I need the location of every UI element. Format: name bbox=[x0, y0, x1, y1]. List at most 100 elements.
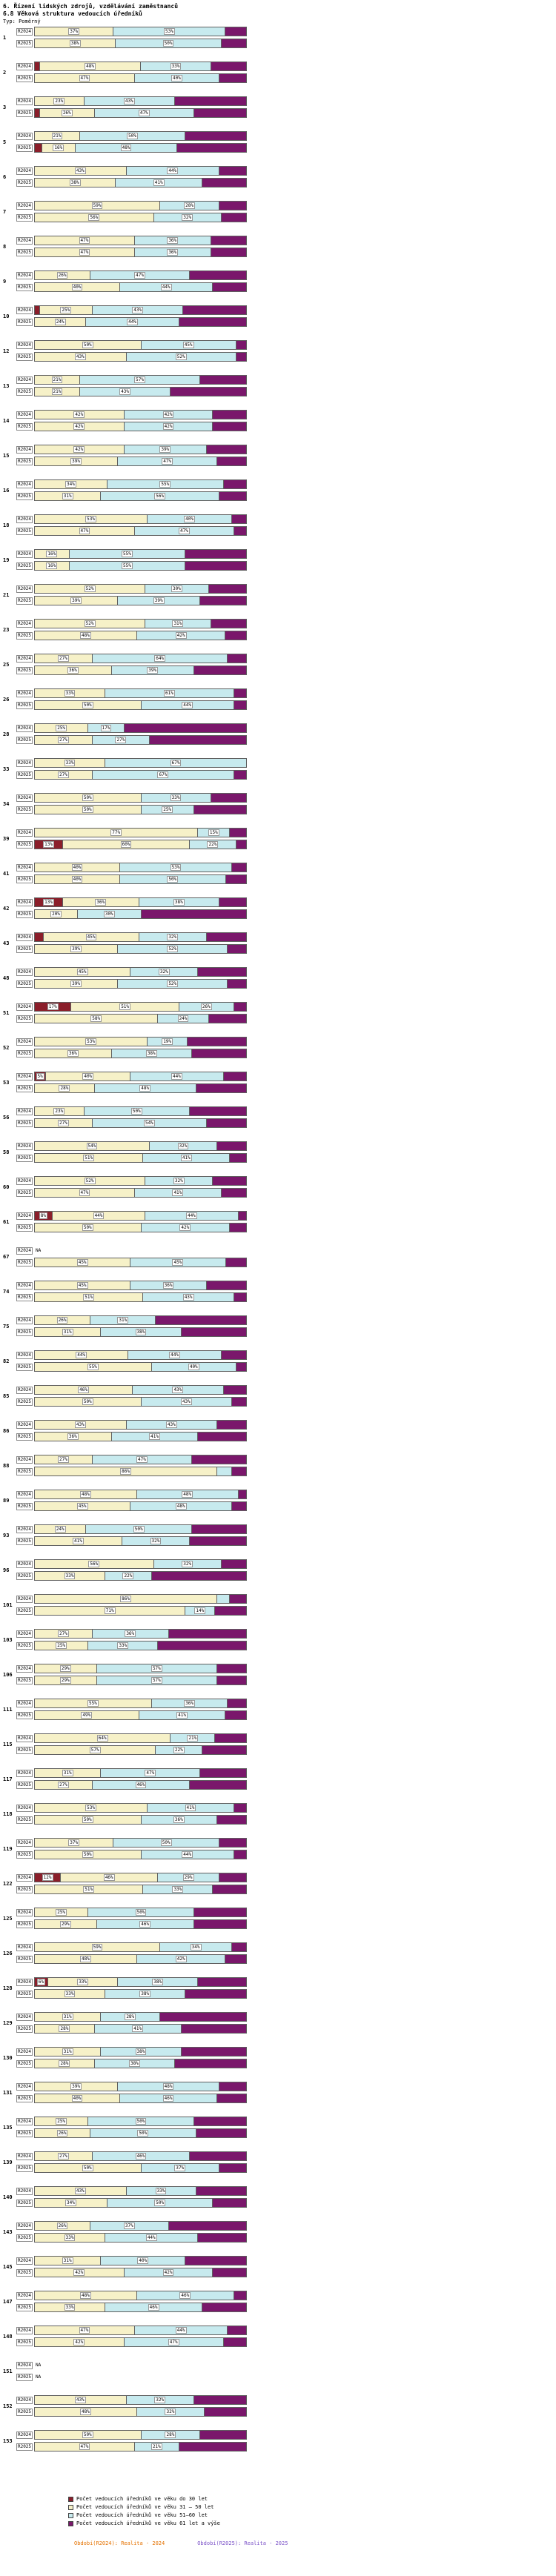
stacked-bar: 55% 36% bbox=[34, 1699, 247, 1708]
bar-segment-31-50: 45% bbox=[35, 1258, 130, 1267]
period-tag: R2024 bbox=[16, 167, 33, 175]
row-number: 25 bbox=[3, 661, 10, 668]
segment-value-label: 17% bbox=[47, 1003, 59, 1010]
period-tag: R2025 bbox=[16, 980, 33, 988]
period-tag: R2024 bbox=[16, 2152, 33, 2160]
stacked-bar: 26% 47% bbox=[34, 108, 247, 118]
segment-value-label: 55% bbox=[87, 1364, 99, 1370]
row-number: 139 bbox=[3, 2159, 13, 2165]
bar-line-r2025: R2025 33% 22% bbox=[16, 1571, 247, 1581]
bar-line-r2025: R2025 48% 32% bbox=[16, 2407, 247, 2417]
bar-line-r2024: R2024 52% 31% bbox=[16, 619, 247, 628]
segment-value-label: 14% bbox=[194, 1607, 206, 1614]
segment-value-label: 86% bbox=[120, 1596, 131, 1602]
segment-value-label: 41% bbox=[176, 1712, 188, 1719]
segment-value-label: 39% bbox=[70, 946, 82, 952]
bar-segment-61plus bbox=[208, 585, 246, 593]
bar-segment-51-60: 45% bbox=[140, 341, 236, 349]
row-number: 74 bbox=[3, 1288, 10, 1295]
bar-segment-31-50: 24% bbox=[35, 318, 86, 326]
period-tag: R2025 bbox=[16, 1537, 33, 1545]
bar-segment-61plus bbox=[210, 620, 246, 628]
row-number: 3 bbox=[3, 104, 7, 110]
period-tag: R2025 bbox=[16, 1049, 33, 1058]
bar-segment-61plus bbox=[197, 1978, 246, 1986]
bar-segment-31-50: 50% bbox=[35, 2431, 141, 2439]
row-bars: R2024 31% 38% R2025 28% 38% bbox=[16, 2047, 247, 2068]
chart-row-group: 117 R2024 31% 47% R2025 27% 46% bbox=[3, 1768, 247, 1790]
segment-value-label: 41% bbox=[180, 1155, 192, 1161]
bar-segment-31-50: 38% bbox=[35, 39, 116, 47]
period-tag: R2024 bbox=[16, 1908, 33, 1916]
segment-value-label: 48% bbox=[162, 2083, 174, 2090]
bar-line-r2024: R2024 47% 44% bbox=[16, 2326, 247, 2335]
segment-value-label: 50% bbox=[130, 1108, 142, 1115]
segment-value-label: 32% bbox=[173, 1178, 185, 1184]
period-tag: R2025 bbox=[16, 74, 33, 82]
chart-row-group: 82 R2024 44% 44% R2025 55% 40% bbox=[3, 1350, 247, 1372]
segment-value-label: 44% bbox=[76, 1352, 87, 1358]
period-tag: R2024 bbox=[16, 480, 33, 488]
bar-segment-61plus bbox=[202, 1746, 246, 1754]
bar-segment-61plus bbox=[185, 562, 246, 570]
chart-row-group: 60 R2024 52% 32% R2025 47% 41% bbox=[3, 1176, 247, 1198]
segment-value-label: 50% bbox=[82, 702, 93, 708]
bar-segment-61plus bbox=[218, 898, 246, 906]
stacked-bar: 43% 52% bbox=[34, 352, 247, 362]
segment-value-label: 48% bbox=[79, 1491, 91, 1498]
segment-value-label: 29% bbox=[182, 1874, 194, 1881]
segment-value-label: 23% bbox=[53, 1108, 65, 1115]
bar-segment-31-50: 60% bbox=[62, 840, 190, 849]
bar-segment-61plus bbox=[231, 1467, 246, 1475]
period-tag: R2025 bbox=[16, 1467, 33, 1475]
bar-segment-51-60: 44% bbox=[119, 283, 213, 291]
stacked-bar: 31% 28% bbox=[34, 2012, 247, 2022]
bar-segment-51-60: 21% bbox=[170, 1734, 215, 1742]
bar-segment-61plus bbox=[212, 1177, 246, 1185]
segment-value-label: 21% bbox=[187, 1735, 199, 1742]
period-tag: R2024 bbox=[16, 724, 33, 732]
chart-row-group: 39 R2024 77% 15% R2025 13% 60% 22% bbox=[3, 828, 247, 849]
segment-value-label: 20% bbox=[50, 911, 62, 917]
bar-segment-61plus bbox=[208, 1015, 246, 1023]
segment-value-label: 37% bbox=[68, 28, 80, 35]
bar-segment-31-50: 37% bbox=[35, 1839, 113, 1847]
bar-line-r2024: R2024 42% 42% bbox=[16, 410, 247, 419]
bar-segment-61plus bbox=[216, 1664, 246, 1673]
period-tag: R2025 bbox=[16, 283, 33, 291]
bar-segment-51-60: 30% bbox=[145, 585, 208, 593]
bar-segment-31-50: 77% bbox=[35, 829, 198, 837]
chart-row-group: 8 R2024 47% 36% R2025 47% 36% bbox=[3, 236, 247, 257]
segment-value-label: 57% bbox=[150, 1665, 162, 1672]
period-tag: R2025 bbox=[16, 1781, 33, 1789]
bar-segment-51-60: 40% bbox=[147, 515, 232, 523]
chart-row-group: 51 R2024 17% 51% 26% R2025 58% 24% bbox=[3, 1002, 247, 1023]
stacked-bar: 45% 32% bbox=[34, 967, 247, 977]
bar-segment-51-60: 25% bbox=[140, 806, 193, 814]
row-bars: R2024 5% 40% 44% R2025 28% 48% bbox=[16, 1072, 247, 1093]
segment-value-label: 43% bbox=[165, 1421, 177, 1428]
stacked-bar: 86% bbox=[34, 1594, 247, 1604]
period-tag: R2024 bbox=[16, 132, 33, 140]
bar-segment-31-50: 54% bbox=[35, 1142, 149, 1150]
segment-value-label: 15% bbox=[208, 829, 219, 836]
bar-segment-51-60: 26% bbox=[178, 1003, 234, 1011]
na-value: NA bbox=[36, 1248, 42, 1253]
row-number: 153 bbox=[3, 2437, 13, 2444]
bar-segment-51-60: 50% bbox=[85, 1525, 191, 1533]
bar-segment-51-60: 33% bbox=[125, 2187, 196, 2195]
row-number: 23 bbox=[3, 626, 10, 633]
bar-segment-31-50: 42% bbox=[35, 422, 124, 431]
segment-value-label: 36% bbox=[67, 1433, 79, 1440]
segment-value-label: 46% bbox=[135, 2153, 147, 2160]
bar-segment-51-60: 32% bbox=[148, 1142, 217, 1150]
segment-value-label: 26% bbox=[56, 272, 68, 279]
row-bars: R2024 54% 32% R2025 51% 41% bbox=[16, 1141, 247, 1163]
bar-segment-31-50: 52% bbox=[35, 620, 145, 628]
row-number: 129 bbox=[3, 2019, 13, 2026]
bar-segment-31-50: 43% bbox=[35, 167, 126, 175]
stacked-bar: 28% 38% bbox=[34, 2059, 247, 2068]
stacked-bar: 37% 50% bbox=[34, 1838, 247, 1848]
bar-segment-61plus bbox=[168, 1630, 246, 1638]
row-bars: R2024 23% 43% R2025 26% 47% bbox=[16, 96, 247, 118]
